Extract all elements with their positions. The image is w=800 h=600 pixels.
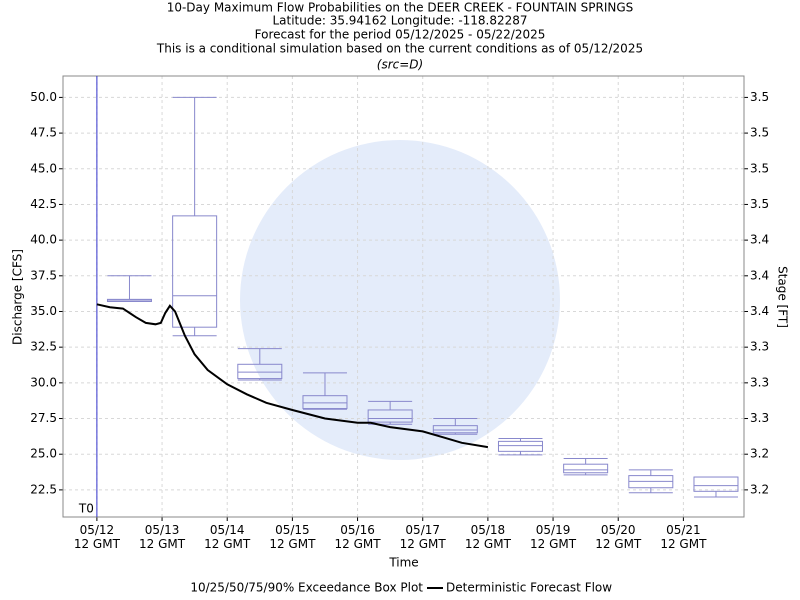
y2-tick-label: 3.4: [750, 268, 769, 282]
box: [497, 440, 543, 452]
x-tick-label: 05/17 12 GMT: [400, 523, 447, 551]
legend-label: 10/25/50/75/90% Exceedance Box Plot: [190, 581, 423, 595]
y-tick-label: 27.5: [30, 411, 57, 425]
box: [432, 425, 478, 434]
y2-tick-label: 3.2: [750, 482, 769, 496]
chart-title: Latitude: 35.94162 Longitude: -118.82287: [272, 14, 527, 28]
box: [563, 463, 609, 474]
y-axis-label: Discharge [CFS]: [11, 249, 25, 345]
y2-tick-label: 3.5: [750, 161, 769, 175]
forecast-line: [96, 303, 489, 449]
y-tick-label: 40.0: [30, 233, 57, 247]
box: [237, 363, 283, 380]
y2-tick-label: 3.3: [750, 411, 769, 425]
y2-tick-label: 3.5: [750, 197, 769, 211]
y2-tick-label: 3.4: [750, 233, 769, 247]
box: [367, 409, 413, 423]
t0-label: T0: [78, 502, 94, 516]
x-tick-label: 05/12 12 GMT: [74, 523, 121, 551]
chart-title: This is a conditional simulation based o…: [156, 42, 643, 56]
x-tick-label: 05/21 12 GMT: [660, 523, 707, 551]
x-tick-label: 05/20 12 GMT: [595, 523, 642, 551]
y-tick-label: 25.0: [30, 447, 57, 461]
chart-title: 10-Day Maximum Flow Probabilities on the…: [167, 1, 634, 15]
box: [693, 476, 739, 492]
legend-label: Deterministic Forecast Flow: [446, 581, 612, 595]
y2-tick-label: 3.5: [750, 90, 769, 104]
x-tick-label: 05/19 12 GMT: [530, 523, 577, 551]
y2-tick-label: 3.2: [750, 447, 769, 461]
y-tick-label: 32.5: [30, 340, 57, 354]
y-tick-label: 35.0: [30, 304, 57, 318]
y2-tick-label: 3.5: [750, 126, 769, 140]
y-tick-label: 37.5: [30, 268, 57, 282]
y-tick-label: 47.5: [30, 126, 57, 140]
y-tick-label: 42.5: [30, 197, 57, 211]
chart-title: Forecast for the period 05/12/2025 - 05/…: [255, 28, 546, 42]
chart-subtitle: (src=D): [377, 58, 423, 72]
y2-axis-label: Stage [FT]: [776, 266, 790, 328]
y-tick-label: 22.5: [30, 482, 57, 496]
y-tick-label: 50.0: [30, 90, 57, 104]
box: [172, 215, 218, 328]
y-tick-label: 30.0: [30, 375, 57, 389]
box: [302, 395, 348, 410]
plot-frame: [62, 75, 745, 518]
y2-tick-label: 3.3: [750, 375, 769, 389]
x-tick-label: 05/13 12 GMT: [139, 523, 186, 551]
watermark: [240, 140, 560, 460]
x-tick-label: 05/18 12 GMT: [465, 523, 512, 551]
x-tick-label: 05/15 12 GMT: [269, 523, 316, 551]
x-tick-label: 05/16 12 GMT: [335, 523, 382, 551]
y2-tick-label: 3.4: [750, 304, 769, 318]
x-tick-label: 05/14 12 GMT: [204, 523, 251, 551]
y2-tick-label: 3.3: [750, 340, 769, 354]
y-tick-label: 45.0: [30, 161, 57, 175]
x-axis-label: Time: [388, 556, 418, 570]
